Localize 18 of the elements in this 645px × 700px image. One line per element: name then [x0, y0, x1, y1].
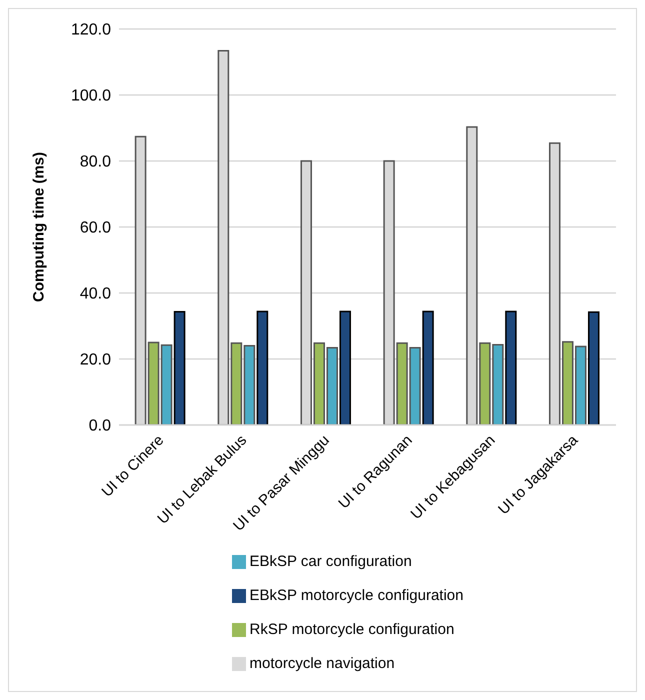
y-tick-label: 20.0: [80, 352, 112, 369]
legend-label: EBkSP motorcycle configuration: [250, 587, 464, 604]
y-tick-label: 80.0: [80, 154, 112, 171]
legend-label: RkSP motorcycle configuration: [250, 621, 454, 638]
bar: [505, 310, 517, 425]
y-axis-title: Computing time (ms): [30, 152, 48, 302]
y-tick-label: 100.0: [70, 88, 112, 105]
y-tick-label: 60.0: [80, 220, 112, 237]
bar: [256, 310, 268, 425]
bar: [339, 310, 351, 425]
y-tick-label: 0.0: [88, 418, 112, 435]
y-tick-label: 40.0: [80, 286, 112, 303]
bar: [588, 311, 600, 425]
y-tick-label: 120.0: [70, 22, 112, 39]
legend-label: motorcycle navigation: [250, 655, 395, 672]
legend-label: EBkSP car configuration: [250, 553, 412, 570]
bar: [422, 310, 434, 425]
bar: [174, 311, 186, 425]
